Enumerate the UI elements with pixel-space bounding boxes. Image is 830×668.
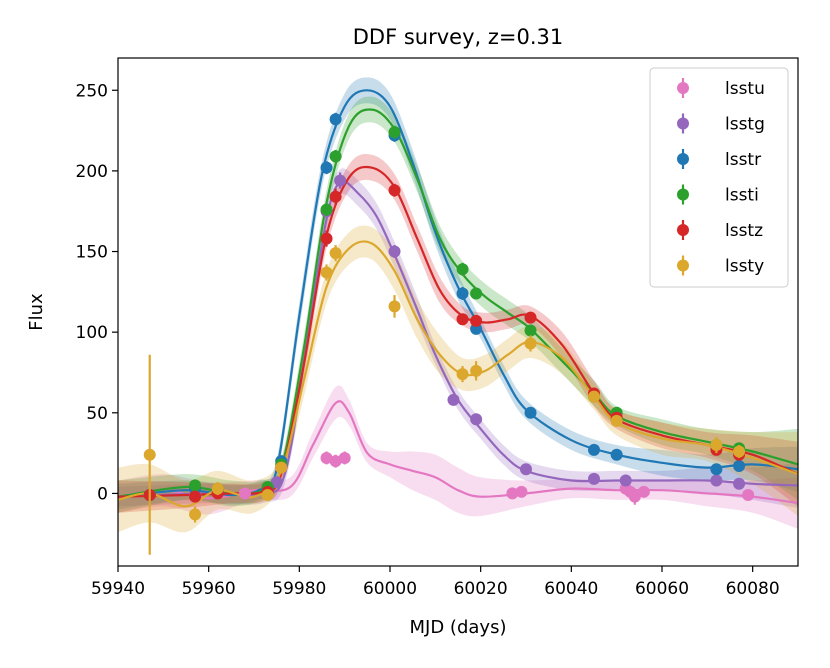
point-lsstg bbox=[710, 474, 723, 487]
point-lssti bbox=[524, 324, 537, 337]
point-lsstg bbox=[520, 463, 532, 476]
point-lsstz bbox=[470, 314, 483, 327]
point-lsstg bbox=[470, 413, 483, 426]
legend-label-lsstg: lsstg bbox=[725, 115, 765, 135]
x-tick-label: 60060 bbox=[635, 579, 689, 599]
point-lssty bbox=[610, 414, 623, 427]
legend-marker-lssti bbox=[677, 188, 689, 201]
point-lsstg bbox=[447, 393, 460, 406]
point-lsstg bbox=[619, 474, 632, 487]
point-lsstz bbox=[189, 490, 202, 503]
y-tick-label: 50 bbox=[86, 404, 108, 424]
point-lssti bbox=[329, 150, 342, 163]
point-lssti bbox=[388, 126, 401, 139]
point-lsstu bbox=[742, 489, 755, 502]
legend-box bbox=[649, 67, 789, 288]
legend-marker-lsstg bbox=[677, 117, 689, 130]
point-lsstg bbox=[388, 245, 401, 258]
point-lssty bbox=[588, 390, 600, 403]
point-lsstu bbox=[320, 451, 333, 464]
point-lsstz bbox=[388, 184, 401, 197]
y-axis-ticks: 0 50 100 150 200 250 bbox=[76, 81, 118, 504]
point-lssti bbox=[470, 287, 483, 300]
point-lsstz bbox=[524, 311, 537, 324]
point-lsstu bbox=[329, 455, 342, 468]
legend-marker-lsstu bbox=[677, 82, 689, 94]
point-lsstg bbox=[334, 174, 347, 187]
x-tick-label: 60080 bbox=[726, 579, 780, 599]
band-lsstz bbox=[118, 153, 798, 513]
point-lsstu bbox=[338, 451, 351, 464]
x-axis-ticks: 59940 59960 59980 60000 60020 60040 60060 60080 bbox=[91, 566, 780, 599]
x-tick-label: 60000 bbox=[363, 579, 417, 599]
point-lsstr bbox=[610, 448, 623, 461]
x-tick-label: 59980 bbox=[272, 579, 326, 599]
legend-label-lssti: lssti bbox=[725, 186, 759, 206]
y-axis-label: Flux bbox=[26, 293, 47, 331]
band-lssty bbox=[118, 225, 798, 533]
plot-frame bbox=[117, 57, 799, 567]
point-lsstr bbox=[329, 113, 342, 126]
point-lsstu bbox=[637, 485, 650, 498]
point-lsstz bbox=[329, 190, 342, 203]
point-lsstu bbox=[506, 487, 519, 500]
point-lsstu bbox=[238, 487, 251, 500]
point-lssty bbox=[189, 508, 202, 521]
point-lssty bbox=[388, 300, 401, 313]
legend: lsstu lsstg lsstr lssti lsstz lssty bbox=[649, 67, 789, 288]
band-lsstg bbox=[118, 168, 798, 508]
point-lssty bbox=[211, 482, 224, 495]
point-lsstg bbox=[270, 476, 283, 489]
y-tick-label: 200 bbox=[76, 162, 108, 182]
point-lsstr bbox=[320, 161, 333, 174]
point-lssty bbox=[710, 439, 723, 452]
point-lsstu bbox=[628, 490, 641, 503]
point-lssty bbox=[456, 368, 469, 381]
point-lsstu bbox=[515, 485, 528, 498]
y-tick-label: 100 bbox=[76, 323, 108, 343]
observations bbox=[143, 112, 755, 555]
point-lssty bbox=[733, 445, 746, 458]
x-axis-label: MJD (days) bbox=[410, 617, 507, 638]
point-lssty bbox=[261, 489, 274, 502]
x-tick-label: 60040 bbox=[544, 579, 598, 599]
legend-label-lsstz: lsstz bbox=[725, 221, 763, 241]
point-lssti bbox=[320, 203, 333, 216]
legend-label-lssty: lssty bbox=[725, 257, 764, 277]
point-lsstr bbox=[710, 463, 723, 476]
legend-marker-lsstz bbox=[677, 224, 689, 236]
point-lsstr bbox=[524, 406, 537, 419]
point-lssty bbox=[329, 247, 342, 260]
point-lsstr bbox=[588, 443, 600, 456]
point-lssty bbox=[320, 266, 333, 279]
legend-marker-lssty bbox=[677, 259, 689, 272]
point-lsstr bbox=[733, 460, 746, 473]
point-lsstg bbox=[588, 472, 600, 485]
y-tick-label: 150 bbox=[76, 243, 108, 263]
point-lssty bbox=[143, 448, 156, 461]
y-tick-label: 250 bbox=[76, 81, 108, 101]
legend-label-lsstu: lsstu bbox=[725, 79, 765, 99]
point-lssty bbox=[470, 364, 483, 377]
chart-title: DDF survey, z=0.31 bbox=[353, 25, 563, 49]
point-lssti bbox=[456, 263, 469, 276]
point-lssti bbox=[189, 479, 202, 492]
x-tick-label: 59940 bbox=[91, 579, 145, 599]
point-lsstz bbox=[320, 232, 333, 245]
x-tick-label: 59960 bbox=[182, 579, 236, 599]
point-lsstz bbox=[456, 313, 469, 326]
point-lssty bbox=[275, 461, 288, 474]
point-lssty bbox=[524, 337, 537, 350]
legend-label-lsstr: lsstr bbox=[725, 150, 761, 170]
x-tick-label: 60020 bbox=[454, 579, 508, 599]
y-tick-label: 0 bbox=[97, 484, 108, 504]
point-lsstr bbox=[456, 287, 469, 300]
legend-marker-lsstr bbox=[677, 153, 689, 165]
point-lsstg bbox=[733, 477, 746, 490]
